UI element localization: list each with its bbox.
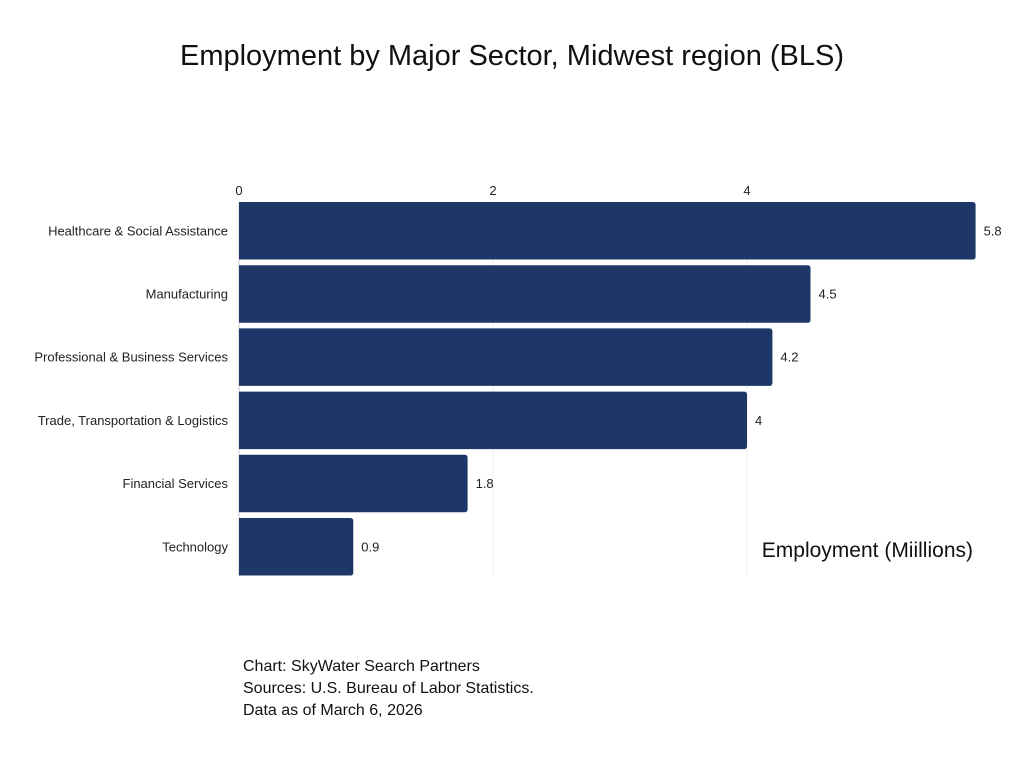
bars bbox=[238, 202, 976, 576]
value-label: 0.9 bbox=[361, 539, 379, 554]
category-label: Financial Services bbox=[123, 476, 229, 491]
caption-credit: Chart: SkyWater Search Partners bbox=[243, 658, 480, 675]
chart-title: Employment by Major Sector, Midwest regi… bbox=[179, 40, 845, 72]
value-labels: 5.8 4.5 4.2 4 1.8 0.9 bbox=[361, 223, 1001, 554]
category-labels: Healthcare & Social Assistance Manufactur… bbox=[34, 223, 228, 554]
x-tick-label: 2 bbox=[489, 183, 496, 198]
bar bbox=[239, 391, 747, 450]
bar bbox=[239, 454, 468, 513]
bar bbox=[239, 202, 976, 260]
bar bbox=[239, 328, 773, 386]
category-label: Healthcare & Social Assistance bbox=[48, 223, 228, 238]
value-label: 5.8 bbox=[984, 223, 1002, 238]
category-label: Manufacturing bbox=[146, 286, 228, 301]
x-tick-label: 4 bbox=[743, 183, 750, 198]
gridlines bbox=[238, 202, 748, 576]
category-label: Technology bbox=[162, 539, 228, 554]
caption-date: Data as of March 6, 2026 bbox=[243, 702, 423, 719]
caption-sources: Sources: U.S. Bureau of Labor Statistics… bbox=[243, 680, 534, 697]
x-axis-label: Employment (Miillions) bbox=[762, 539, 973, 562]
category-label: Professional & Business Services bbox=[34, 350, 228, 365]
bar bbox=[238, 518, 354, 576]
x-tick-label: 0 bbox=[235, 183, 242, 198]
value-label: 1.8 bbox=[476, 476, 494, 491]
chart-caption: Chart: SkyWater Search Partners Sources:… bbox=[243, 656, 534, 722]
value-label: 4.2 bbox=[780, 350, 798, 365]
value-label: 4 bbox=[755, 413, 762, 428]
bar bbox=[239, 265, 811, 323]
value-label: 4.5 bbox=[819, 286, 837, 301]
category-label: Trade, Transportation & Logistics bbox=[38, 413, 229, 428]
x-axis-ticks: 0 2 4 bbox=[235, 183, 750, 198]
